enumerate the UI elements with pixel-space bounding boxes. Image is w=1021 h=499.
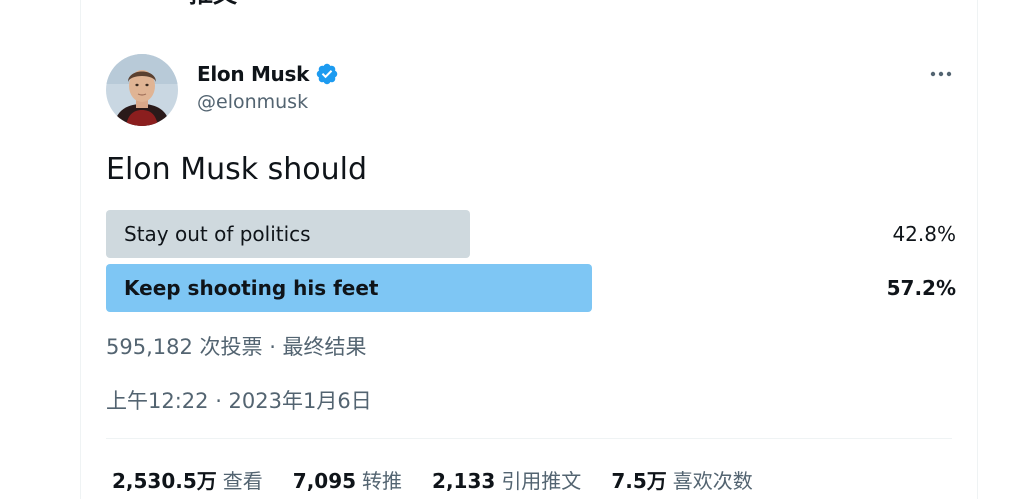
stat-value: 7.5万 [611,469,667,493]
page-title: 推文 [189,0,237,8]
poll-option-percent: 57.2% [886,276,956,300]
stat-label: 查看 [222,469,263,493]
stat-label: 转推 [362,469,403,493]
tweet-column: 推文 Elon Musk @elonmusk Elon Mus [80,0,978,499]
tweet-stats: 2,530.5万 查看 7,095 转推 2,133 引用推文 7.5万 喜欢次数 [112,465,753,494]
stat-value: 2,530.5万 [112,469,217,493]
stat-value: 2,133 [432,469,496,493]
author-handle[interactable]: @elonmusk [197,91,309,113]
stat-views[interactable]: 2,530.5万 查看 [112,465,263,494]
stat-quotes[interactable]: 2,133 引用推文 [432,465,581,494]
poll-option: Stay out of politics 42.8% [106,210,956,258]
poll-option-label: Stay out of politics [124,222,311,246]
more-dots-icon [930,71,952,77]
stat-value: 7,095 [292,469,357,493]
divider [106,438,952,439]
poll-option-percent: 42.8% [892,222,956,246]
verified-badge-icon [316,63,338,85]
poll-bar [106,264,592,312]
author-name[interactable]: Elon Musk [197,61,339,87]
poll-option-label: Keep shooting his feet [124,276,379,300]
top-bar: 推文 [81,0,977,16]
poll-option: Keep shooting his feet 57.2% [106,264,956,312]
stat-label: 喜欢次数 [672,469,753,493]
more-button[interactable] [921,60,961,88]
back-button[interactable] [101,0,135,10]
stat-label: 引用推文 [501,469,582,493]
arrow-left-icon [117,0,118,1]
author-display-name[interactable]: Elon Musk [197,62,310,86]
poll-meta: 595,182 次投票 · 最终结果 [106,335,367,359]
poll-bar [106,210,470,258]
stat-likes[interactable]: 7.5万 喜欢次数 [611,465,752,494]
tweet-timestamp[interactable]: 上午12:22 · 2023年1月6日 [106,389,372,413]
avatar-image [106,54,178,126]
avatar[interactable] [106,54,178,126]
tweet-text: Elon Musk should [106,152,368,187]
stat-retweets[interactable]: 7,095 转推 [293,465,402,494]
